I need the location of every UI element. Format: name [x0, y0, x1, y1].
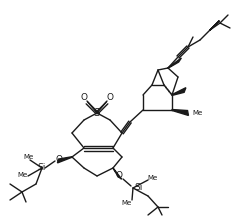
- Polygon shape: [210, 21, 219, 30]
- Polygon shape: [113, 168, 122, 179]
- Text: Me: Me: [18, 172, 28, 178]
- Text: O: O: [106, 94, 113, 102]
- Text: Si: Si: [134, 184, 142, 193]
- Text: S: S: [94, 108, 100, 118]
- Polygon shape: [57, 157, 72, 163]
- Text: O: O: [81, 94, 88, 102]
- Text: Me: Me: [23, 154, 33, 160]
- Text: O: O: [115, 171, 122, 180]
- Text: Me: Me: [148, 175, 158, 181]
- Text: Si: Si: [38, 164, 46, 173]
- Text: O: O: [55, 154, 62, 164]
- Polygon shape: [172, 88, 186, 95]
- Polygon shape: [168, 58, 182, 68]
- Text: Me: Me: [192, 110, 202, 116]
- Polygon shape: [172, 110, 189, 115]
- Text: Me: Me: [122, 200, 132, 206]
